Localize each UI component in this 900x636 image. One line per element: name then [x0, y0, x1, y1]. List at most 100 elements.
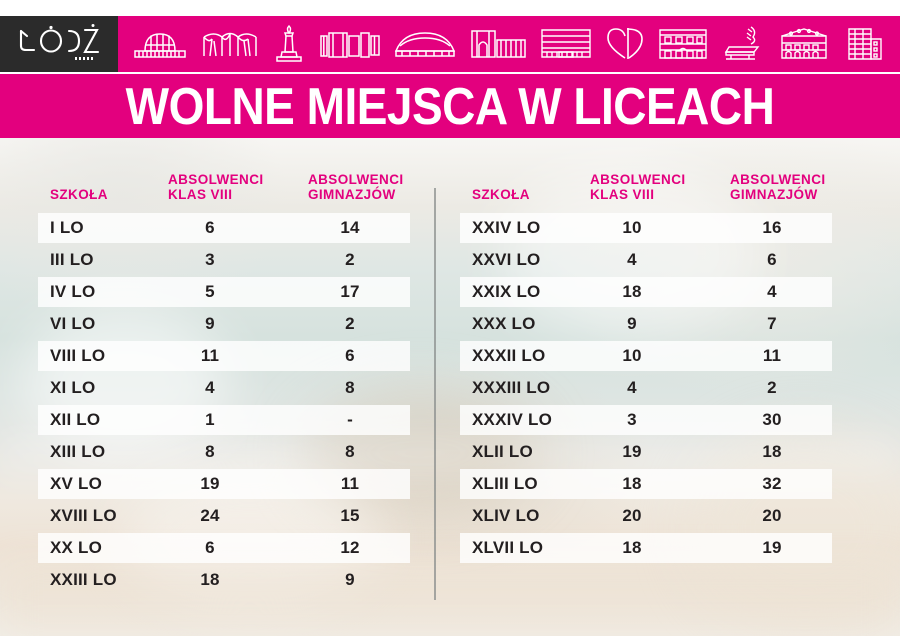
cell-klas8: 10	[622, 218, 642, 237]
cell-klas8: 18	[622, 538, 642, 557]
column-header-gimnazjow: ABSOLWENCI GIMNAZJÓW	[308, 172, 404, 202]
table-row: XLVII LO 18 19	[460, 532, 832, 564]
manufaktura-icon	[780, 28, 827, 59]
cell-klas8: 11	[200, 346, 220, 365]
cell-school: XV LO	[50, 474, 103, 493]
atlas-arena-icon	[394, 32, 455, 57]
table-row: I LO 6 14	[38, 212, 410, 244]
table-row: XXIX LO 18 4	[460, 276, 832, 308]
cell-school: XIII LO	[50, 442, 106, 461]
factory-building-icon	[319, 32, 380, 58]
cell-gimnazjow: 14	[340, 218, 360, 237]
cell-klas8: 4	[205, 378, 215, 397]
table-row: XLIV LO 20 20	[460, 500, 832, 532]
photo-highlight	[0, 568, 900, 636]
cell-school: XXXIII LO	[472, 378, 551, 397]
cell-school: XXX LO	[472, 314, 536, 333]
cell-gimnazjow: 18	[762, 442, 782, 461]
cell-gimnazjow: 8	[345, 442, 355, 461]
column-header-klas8: ABSOLWENCI KLAS VIII	[590, 172, 686, 202]
cell-klas8: 6	[205, 538, 215, 557]
table-row: XXXII LO 10 11	[460, 340, 832, 372]
cell-klas8: 10	[622, 346, 642, 365]
cell-gimnazjow: -	[347, 410, 353, 429]
cell-klas8: 9	[627, 314, 637, 333]
cell-school: III LO	[50, 250, 94, 269]
palace-icon	[659, 29, 708, 59]
table-row: XI LO 4 8	[38, 372, 410, 404]
cell-school: IV LO	[50, 282, 96, 301]
cell-school: XLIV LO	[472, 506, 540, 525]
cell-school: XXIV LO	[472, 218, 541, 237]
cell-gimnazjow: 7	[767, 314, 777, 333]
photo-highlight	[690, 428, 900, 628]
table-row: XXXIII LO 4 2	[460, 372, 832, 404]
cell-klas8: 4	[627, 378, 637, 397]
table-row: XXX LO 9 7	[460, 308, 832, 340]
table-row: IV LO 5 17	[38, 276, 410, 308]
cell-school: XLIII LO	[472, 474, 538, 493]
cell-klas8: 1	[205, 410, 215, 429]
cell-klas8: 18	[622, 474, 642, 493]
cell-gimnazjow: 12	[340, 538, 360, 557]
cell-school: I LO	[50, 218, 84, 237]
table-row: VI LO 9 2	[38, 308, 410, 340]
cell-gimnazjow: 11	[762, 346, 782, 365]
cell-gimnazjow: 19	[762, 538, 782, 557]
table-row: XXXIV LO 3 30	[460, 404, 832, 436]
cell-gimnazjow: 8	[345, 378, 355, 397]
cell-school: XLII LO	[472, 442, 533, 461]
table-divider	[434, 188, 436, 600]
table-row: XXIII LO 18 9	[38, 564, 410, 596]
cell-gimnazjow: 16	[762, 218, 782, 237]
cell-gimnazjow: 2	[767, 378, 777, 397]
column-header-gimnazjow: ABSOLWENCI GIMNAZJÓW	[730, 172, 826, 202]
cell-klas8: 24	[200, 506, 220, 525]
top-bar	[0, 16, 900, 72]
cell-school: XXIX LO	[472, 282, 541, 301]
table-row: XXVI LO 4 6	[460, 244, 832, 276]
table-row: XII LO 1 -	[38, 404, 410, 436]
cell-school: XVIII LO	[50, 506, 117, 525]
table-row: XVIII LO 24 15	[38, 500, 410, 532]
cell-klas8: 19	[622, 442, 642, 461]
cell-gimnazjow: 11	[340, 474, 360, 493]
right-table-header: SZKOŁA ABSOLWENCI KLAS VIII ABSOLWENCI G…	[460, 138, 832, 212]
cell-klas8: 5	[205, 282, 215, 301]
cell-gimnazjow: 6	[345, 346, 355, 365]
cell-school: XXIII LO	[50, 570, 117, 589]
table-row: XX LO 6 12	[38, 532, 410, 564]
table-row: XIII LO 8 8	[38, 436, 410, 468]
table-row: XLII LO 19 18	[460, 436, 832, 468]
table-row: III LO 3 2	[38, 244, 410, 276]
page-title: WOLNE MIEJSCA W LICEACH	[125, 76, 775, 136]
cell-klas8: 18	[200, 570, 220, 589]
tables-area: SZKOŁA ABSOLWENCI KLAS VIII ABSOLWENCI G…	[0, 138, 900, 636]
cell-klas8: 4	[627, 250, 637, 269]
cell-school: XXXII LO	[472, 346, 546, 365]
cell-klas8: 3	[627, 410, 637, 429]
cell-school: XXVI LO	[472, 250, 541, 269]
cell-klas8: 6	[205, 218, 215, 237]
cell-klas8: 3	[205, 250, 215, 269]
cell-klas8: 9	[205, 314, 215, 333]
cell-klas8: 19	[200, 474, 220, 493]
cell-gimnazjow: 2	[345, 314, 355, 333]
table-row: XLIII LO 18 32	[460, 468, 832, 500]
table-row: VIII LO 11 6	[38, 340, 410, 372]
right-table: SZKOŁA ABSOLWENCI KLAS VIII ABSOLWENCI G…	[460, 138, 832, 564]
left-table-header: SZKOŁA ABSOLWENCI KLAS VIII ABSOLWENCI G…	[38, 138, 410, 212]
kosciuszko-monument-icon	[276, 24, 303, 62]
cell-school: XXXIV LO	[472, 410, 553, 429]
left-table: SZKOŁA ABSOLWENCI KLAS VIII ABSOLWENCI G…	[38, 138, 410, 596]
cell-gimnazjow: 30	[762, 410, 782, 429]
cell-school: VIII LO	[50, 346, 106, 365]
logo-subtext	[75, 57, 93, 60]
column-header-school: SZKOŁA	[472, 187, 530, 202]
cell-school: XI LO	[50, 378, 96, 397]
cell-school: XX LO	[50, 538, 103, 557]
column-header-school: SZKOŁA	[50, 187, 108, 202]
cell-gimnazjow: 20	[762, 506, 782, 525]
lodz-logo	[0, 16, 118, 72]
